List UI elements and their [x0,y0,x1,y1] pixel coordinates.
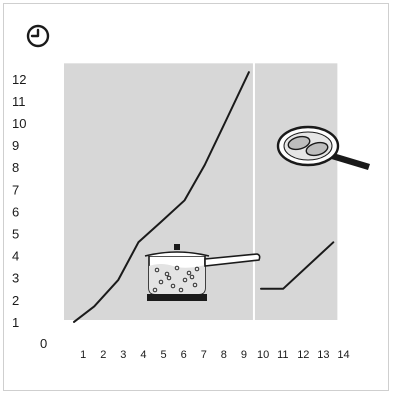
pot-lid-knob [174,244,180,250]
x-tick-label: 11 [277,349,288,361]
y-tick-label: 10 [12,116,26,131]
y-tick-label: 9 [12,138,19,153]
origin-label: 0 [40,336,47,351]
chart-frame: 1 2 3 4 5 6 7 8 9 10 11 12 0 1 2 3 4 5 6 7 8 9 10 11 12 13 14 [3,3,389,391]
y-tick-label: 7 [12,182,19,197]
y-tick-label: 3 [12,271,19,286]
y-tick-label: 8 [12,160,19,175]
x-tick-label: 13 [317,349,329,361]
x-tick-label: 2 [100,349,106,361]
y-tick-label: 11 [12,94,26,109]
x-tick-label: 7 [201,349,207,361]
x-tick-label: 6 [181,349,187,361]
clock-hands [32,30,38,36]
y-tick-label: 12 [12,72,26,87]
x-tick-label: 10 [257,349,269,361]
x-tick-label: 14 [337,349,349,361]
clock-icon [28,26,48,46]
panel-background-2 [255,63,337,320]
x-tick-label: 8 [221,349,227,361]
y-tick-label: 2 [12,293,19,308]
x-tick-label: 5 [161,349,167,361]
y-tick-label: 1 [12,315,19,330]
x-tick-label: 4 [140,349,146,361]
x-tick-label: 12 [297,349,309,361]
y-tick-label: 4 [12,249,19,264]
x-tick-label: 9 [241,349,247,361]
y-tick-label: 5 [12,227,19,242]
x-tick-label: 3 [120,349,126,361]
y-tick-label: 6 [12,204,19,219]
x-tick-label: 1 [80,349,86,361]
hob-burner [147,294,207,301]
